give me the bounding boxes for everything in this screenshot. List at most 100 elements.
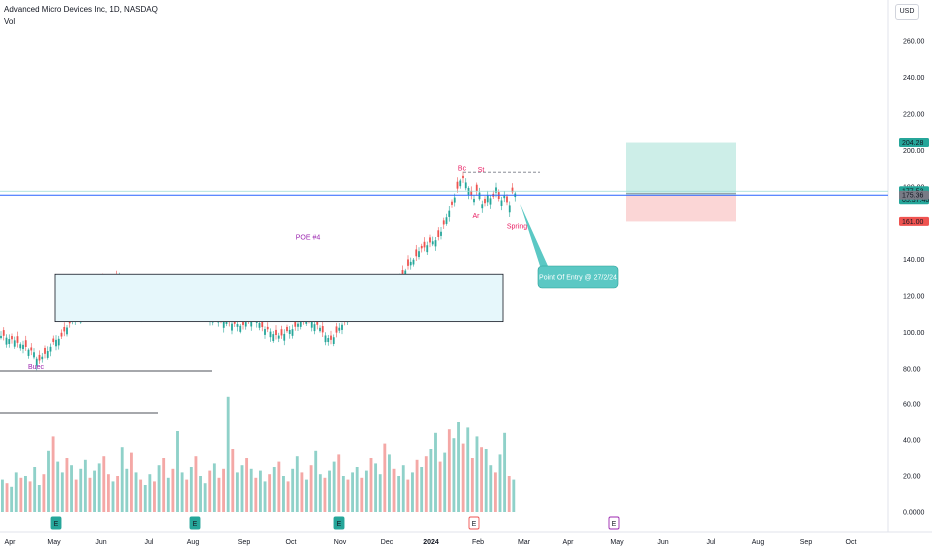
volume-bar	[314, 450, 318, 512]
candle-body	[412, 259, 415, 265]
time-tick-label: Mar	[518, 539, 531, 546]
volume-bar	[5, 483, 9, 512]
candle	[453, 193, 456, 207]
candle-body	[272, 334, 275, 342]
time-tick-label: Jun	[657, 539, 668, 546]
annotation-label: St	[478, 167, 485, 174]
volume-tick-label: 40.00	[903, 438, 921, 445]
candle-body	[481, 204, 484, 209]
time-tick-label: Sep	[800, 539, 813, 546]
candle-body	[327, 338, 330, 343]
volume-bar	[19, 477, 23, 512]
volume-bar	[74, 479, 78, 512]
candle-body	[409, 261, 412, 266]
volume-bar	[10, 486, 14, 512]
candle	[429, 234, 431, 248]
volume-bar	[286, 481, 290, 512]
candle-body	[445, 217, 448, 224]
candle-body	[49, 346, 52, 352]
volume-tick-label: 0.0000	[903, 510, 925, 517]
candle-body	[332, 337, 335, 344]
candle-body	[236, 324, 239, 327]
volume-bar	[106, 474, 110, 512]
candle	[52, 335, 55, 345]
currency-button[interactable]: USD	[895, 4, 919, 20]
candle	[415, 244, 418, 262]
price-marker-badge	[899, 138, 929, 148]
time-axis: Apr May Jun Jul Aug Sep Oct Nov Dec 2024 Feb Mar Apr…	[5, 539, 857, 546]
candle	[46, 346, 49, 360]
candle	[27, 348, 30, 359]
candle-body	[415, 249, 418, 257]
volume-bar	[295, 456, 299, 512]
candle-body	[313, 324, 316, 332]
candle-body	[225, 321, 228, 324]
volume-bar	[134, 472, 138, 512]
candle	[332, 334, 335, 347]
volume-bar	[139, 479, 143, 512]
entry-callout-text: Point Of Entry @ 27/2/24	[539, 275, 617, 282]
candle-body	[431, 241, 434, 245]
volume-bar	[143, 485, 147, 512]
volume-bar	[484, 449, 488, 512]
candle	[481, 200, 484, 213]
volume-bar	[443, 452, 447, 512]
annotation-label: Buec	[28, 364, 44, 371]
candle-body	[264, 329, 266, 335]
candle	[486, 190, 489, 207]
volume-bar	[203, 483, 207, 512]
candle	[327, 334, 330, 346]
candle	[456, 177, 459, 193]
candle-body	[244, 322, 247, 327]
volume-indicator-label[interactable]: Vol	[4, 17, 16, 26]
entry-callout-box	[537, 265, 619, 289]
candle-body	[470, 190, 473, 196]
annotation-label: Ar	[473, 213, 481, 220]
candle	[467, 186, 470, 200]
candle	[291, 324, 294, 339]
volume-bar	[33, 467, 37, 512]
candle-body	[275, 329, 277, 336]
candle-body	[475, 184, 478, 192]
earnings-marker: E	[608, 516, 620, 530]
volume-bar	[503, 432, 507, 512]
earnings-marker: E	[333, 516, 345, 530]
volume-bar	[60, 472, 64, 512]
candle	[239, 323, 242, 334]
candle	[272, 331, 275, 343]
volume-bar	[42, 474, 46, 512]
volume-bar	[212, 463, 216, 512]
candle-body	[55, 339, 57, 347]
earnings-marker-badge	[468, 516, 480, 530]
candle-body	[453, 197, 456, 203]
volume-bar	[457, 422, 460, 512]
candle-body	[16, 336, 19, 343]
earnings-marker-badge	[50, 516, 62, 530]
time-tick-label: Oct	[286, 539, 297, 546]
volume-bar	[282, 476, 285, 512]
price-marker-label: 175.36	[902, 193, 924, 200]
volume-bar	[452, 438, 456, 512]
candle-body	[13, 340, 16, 347]
volume-bar	[162, 458, 166, 512]
time-tick-label: Oct	[846, 539, 857, 546]
volume-bar	[470, 458, 474, 512]
time-tick-label: Feb	[472, 539, 484, 546]
candle	[66, 325, 68, 337]
candle	[2, 327, 5, 341]
candle-body	[511, 187, 514, 193]
volume-bar	[65, 458, 69, 512]
volume-bar	[489, 465, 493, 512]
candle-body	[324, 335, 327, 343]
candle	[423, 237, 426, 252]
time-tick-label: Dec	[381, 539, 394, 546]
volume-bars	[1, 396, 516, 512]
candle	[57, 335, 60, 350]
candle	[445, 213, 448, 226]
volume-bar	[346, 479, 350, 512]
volume-bar	[47, 450, 50, 512]
candle	[22, 340, 24, 354]
volume-bar	[434, 432, 437, 512]
candle	[13, 336, 16, 349]
